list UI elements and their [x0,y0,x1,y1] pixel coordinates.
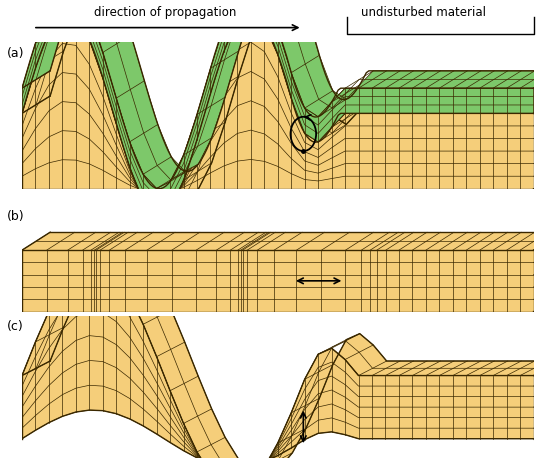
Text: (b): (b) [7,210,24,223]
Text: (a): (a) [7,47,24,60]
Polygon shape [22,261,534,472]
Polygon shape [534,232,550,312]
Polygon shape [22,0,534,214]
Polygon shape [534,71,550,113]
Text: (c): (c) [7,320,24,333]
Polygon shape [534,96,550,189]
Polygon shape [534,361,550,438]
Polygon shape [22,232,550,250]
Polygon shape [22,13,534,214]
Polygon shape [22,250,534,312]
Polygon shape [22,246,550,472]
Polygon shape [22,0,550,188]
Polygon shape [534,71,550,113]
Polygon shape [22,0,550,214]
Text: undisturbed material: undisturbed material [361,7,486,19]
Text: direction of propagation: direction of propagation [94,7,236,19]
